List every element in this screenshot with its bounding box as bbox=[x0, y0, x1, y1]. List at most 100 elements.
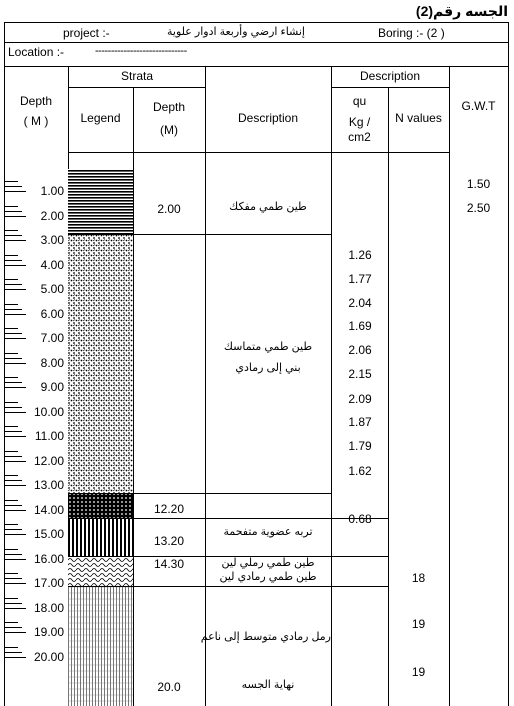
depth-tick-marks bbox=[4, 622, 26, 637]
depth-tick-marks bbox=[4, 181, 26, 196]
depth-tick-marks bbox=[4, 598, 26, 613]
depth-tick-marks bbox=[4, 377, 26, 392]
qu-value: 1.69 bbox=[348, 319, 372, 333]
description-subheader-line bbox=[331, 87, 449, 88]
layer-description-6b: نهاية الجسه bbox=[241, 679, 295, 691]
depth-scale-label: 12.00 bbox=[33, 454, 64, 468]
depth-scale-label: 7.00 bbox=[40, 331, 64, 345]
location-value: ----------------------------- bbox=[95, 45, 187, 57]
project-row-bottom bbox=[4, 42, 509, 43]
depth-tick-marks bbox=[4, 647, 26, 662]
header-strata-depth-unit: (M) bbox=[160, 123, 178, 137]
depth-tick-marks bbox=[4, 549, 26, 564]
depth-tick-marks bbox=[4, 500, 26, 515]
qu-value: 1.79 bbox=[348, 439, 372, 453]
legend-layer-5 bbox=[68, 556, 133, 586]
depth-tick-marks bbox=[4, 475, 26, 490]
col-line-qu bbox=[388, 87, 389, 706]
depth-tick-marks bbox=[4, 353, 26, 368]
layer-description-2a: طين طمي متماسك bbox=[223, 341, 313, 353]
boring-title: الجسه رقم(2) bbox=[415, 3, 508, 19]
header-gwt: G.W.T bbox=[461, 99, 496, 113]
qu-value: 2.06 bbox=[348, 343, 372, 357]
depth-tick-marks bbox=[4, 230, 26, 245]
depth-scale-label: 10.00 bbox=[33, 405, 64, 419]
depth-scale-label: 16.00 bbox=[33, 552, 64, 566]
depth-scale-label: 8.00 bbox=[40, 356, 64, 370]
legend-layer-4 bbox=[68, 518, 133, 556]
depth-scale-label: 3.00 bbox=[40, 233, 64, 247]
col-line-nvalues bbox=[449, 66, 450, 706]
depth-scale-label: 5.00 bbox=[40, 282, 64, 296]
qu-value: 2.15 bbox=[348, 367, 372, 381]
header-strata-depth: Depth bbox=[152, 100, 186, 114]
depth-tick-marks bbox=[4, 328, 26, 343]
n-value: 19 bbox=[411, 617, 426, 631]
header-qu-unit2: cm2 bbox=[348, 130, 371, 144]
depth-scale-label: 6.00 bbox=[40, 307, 64, 321]
depth-scale-label: 19.00 bbox=[33, 625, 64, 639]
depth-tick-marks bbox=[4, 304, 26, 319]
location-label: Location :- bbox=[8, 45, 65, 59]
layer-description-4: تربه عضوية متفحمة bbox=[223, 526, 313, 538]
layer-boundary-qu bbox=[331, 518, 389, 519]
depth-scale-label: 14.00 bbox=[33, 503, 64, 517]
qu-value: 2.09 bbox=[348, 392, 372, 406]
frame-top-line bbox=[4, 22, 509, 23]
depth-tick-marks bbox=[4, 426, 26, 441]
layer-depth-6: 20.0 bbox=[157, 680, 181, 694]
layer-depth-1: 2.00 bbox=[157, 202, 181, 216]
layer-description-5b: طين طمي رمادي لين bbox=[219, 571, 317, 583]
gwt-value: 2.50 bbox=[466, 201, 491, 215]
depth-scale-label: 4.00 bbox=[40, 258, 64, 272]
header-qu-unit1: Kg / bbox=[348, 115, 371, 129]
depth-tick-marks bbox=[4, 451, 26, 466]
depth-scale-label: 20.00 bbox=[33, 650, 64, 664]
layer-boundary-5 bbox=[68, 586, 389, 587]
header-depth: Depth bbox=[19, 94, 53, 108]
header-description: Description bbox=[237, 111, 299, 125]
depth-scale-label: 13.00 bbox=[33, 478, 64, 492]
layer-description-6a: رمل رمادي متوسط إلى ناعم bbox=[200, 631, 331, 643]
header-qu: qu bbox=[352, 94, 367, 108]
header-legend: Legend bbox=[80, 111, 121, 125]
project-label: project :- bbox=[63, 26, 110, 40]
layer-depth-4: 13.20 bbox=[153, 534, 185, 548]
header-n-values: N values bbox=[395, 111, 442, 125]
layer-description-2b: بني إلى رمادي bbox=[235, 362, 301, 374]
legend-layer-6 bbox=[68, 586, 133, 706]
depth-scale-label: 17.00 bbox=[33, 576, 64, 590]
strata-subheader-line bbox=[68, 87, 206, 88]
legend-layer-2 bbox=[68, 234, 133, 493]
col-line-description bbox=[331, 66, 332, 706]
depth-scale-label: 11.00 bbox=[34, 429, 64, 443]
location-row-bottom bbox=[4, 66, 509, 67]
qu-value: 2.04 bbox=[348, 296, 372, 310]
n-value: 19 bbox=[411, 665, 426, 679]
layer-description-1: طين طمي مفكك bbox=[229, 201, 307, 213]
strata-legend-column bbox=[68, 169, 133, 706]
qu-value: 1.26 bbox=[348, 248, 372, 262]
depth-tick-marks bbox=[4, 402, 26, 417]
frame-right-line bbox=[508, 22, 509, 706]
depth-tick-marks bbox=[4, 255, 26, 270]
qu-value: 1.87 bbox=[348, 415, 372, 429]
frame-left-line bbox=[4, 22, 5, 706]
layer-depth-5: 14.30 bbox=[153, 557, 185, 571]
layer-boundary-3 bbox=[68, 518, 332, 519]
layer-boundary-2 bbox=[68, 493, 332, 494]
depth-scale-label: 15.00 bbox=[33, 527, 64, 541]
project-name: إنشاء ارضي وأربعة ادوار علوية bbox=[167, 26, 305, 38]
gwt-value: 1.50 bbox=[466, 177, 491, 191]
layer-depth-3: 12.20 bbox=[153, 502, 185, 516]
header-bottom-line bbox=[68, 152, 449, 153]
legend-layer-1 bbox=[68, 169, 133, 234]
boring-label: Boring :- (2 ) bbox=[378, 26, 445, 40]
depth-tick-marks bbox=[4, 279, 26, 294]
legend-layer-3 bbox=[68, 493, 133, 518]
depth-scale-label: 9.00 bbox=[40, 380, 64, 394]
layer-boundary-4 bbox=[68, 556, 389, 557]
qu-value: 0.68 bbox=[348, 512, 372, 526]
qu-value: 1.77 bbox=[348, 272, 372, 286]
layer-description-5a: طين طمي رملي لين bbox=[221, 557, 315, 569]
